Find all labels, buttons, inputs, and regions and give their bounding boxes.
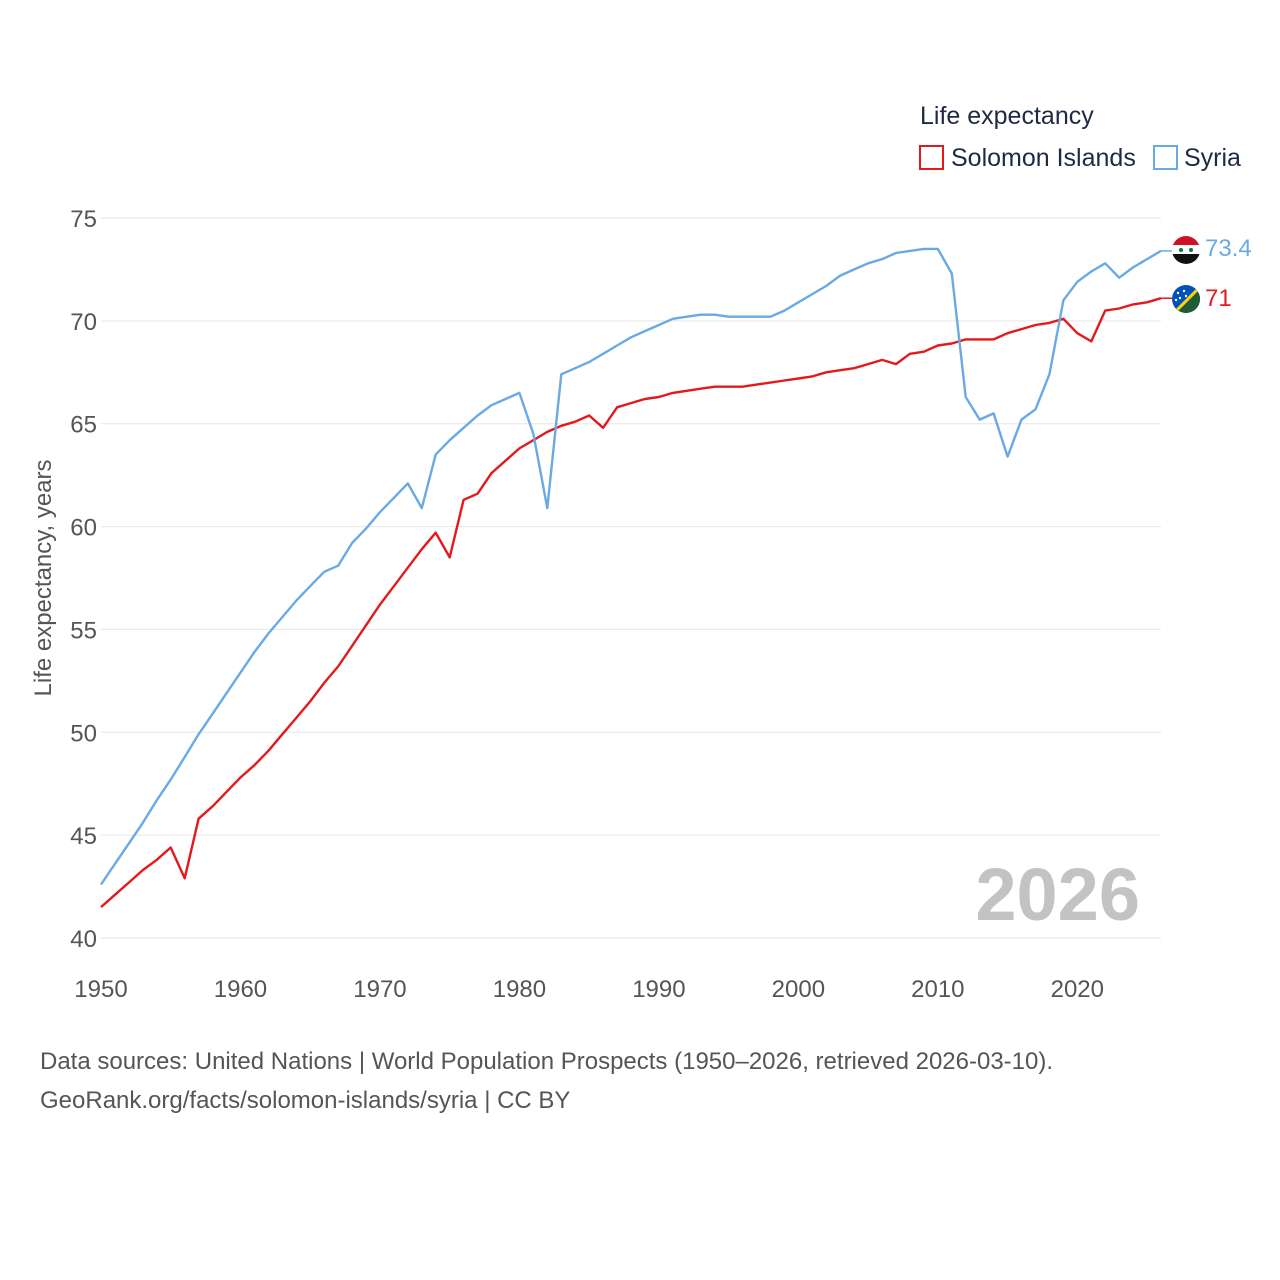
series-line-syria[interactable]: [100, 247, 1162, 886]
x-tick-label: 1990: [632, 976, 685, 1003]
x-tick-label: 1950: [74, 976, 127, 1003]
y-tick-label: 75: [70, 206, 97, 233]
end-value-syria: 73.4: [1205, 235, 1252, 262]
x-tick-label: 1970: [353, 976, 406, 1003]
x-tick-label: 1980: [493, 976, 546, 1003]
x-tick-label: 2000: [772, 976, 825, 1003]
y-tick-label: 65: [70, 412, 97, 439]
series-line-solomon-islands[interactable]: [100, 297, 1162, 908]
x-axis-ticks: 1950 1960 1970 1980 1990 2000 2010 2020: [74, 976, 1104, 1003]
y-tick-label: 70: [70, 309, 97, 336]
legend-swatch-solomon-islands: [919, 145, 944, 170]
y-tick-label: 40: [70, 926, 97, 953]
end-value-solomon-islands: 71: [1205, 285, 1232, 312]
y-axis-ticks: 40 45 50 55 60 65 70 75: [70, 206, 97, 953]
legend-swatch-syria: [1153, 145, 1178, 170]
y-axis-label: Life expectancy, years: [30, 459, 57, 696]
x-tick-label: 2010: [911, 976, 964, 1003]
current-year-label: 2026: [975, 853, 1140, 936]
series-lines: [100, 247, 1172, 908]
legend-item-syria[interactable]: Syria: [1153, 144, 1241, 172]
y-tick-label: 60: [70, 515, 97, 542]
gridlines: [101, 217, 1161, 939]
y-tick-label: 55: [70, 617, 97, 644]
y-tick-label: 45: [70, 823, 97, 850]
legend-label-solomon-islands: Solomon Islands: [951, 144, 1136, 172]
legend-label-syria: Syria: [1184, 144, 1241, 172]
credit-link[interactable]: GeoRank.org/facts/solomon-islands/syria …: [40, 1087, 570, 1114]
x-tick-label: 1960: [214, 976, 267, 1003]
y-tick-label: 50: [70, 720, 97, 747]
data-source-note: Data sources: United Nations | World Pop…: [40, 1048, 1053, 1075]
legend-title: Life expectancy: [920, 102, 1094, 130]
syria-flag-icon: [1172, 236, 1200, 264]
x-tick-label: 2020: [1051, 976, 1104, 1003]
solomon-islands-flag-icon: [1172, 285, 1200, 313]
legend-item-solomon-islands[interactable]: Solomon Islands: [919, 144, 1136, 172]
